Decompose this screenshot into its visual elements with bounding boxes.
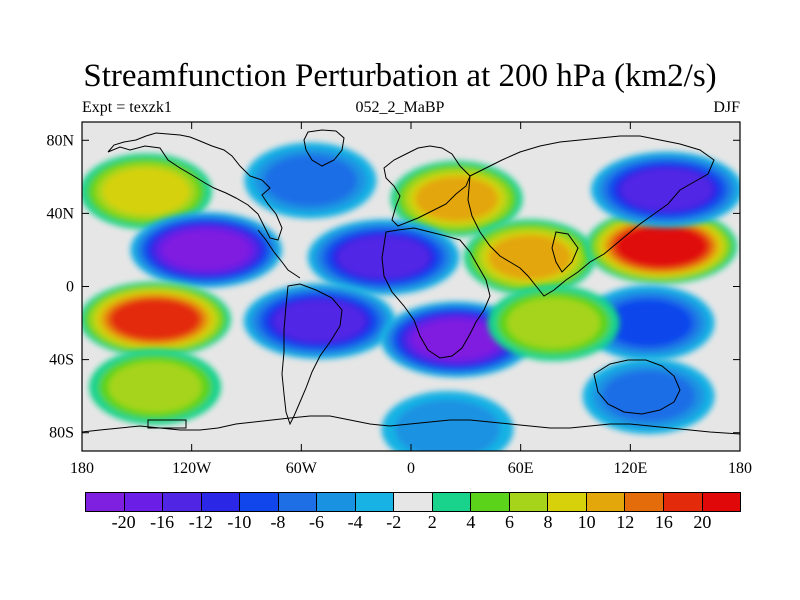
- contour-feature-io-neg: [582, 285, 715, 362]
- contour-band: [621, 168, 713, 211]
- colorbar-level-label: -12: [188, 512, 213, 532]
- contour-band: [412, 319, 501, 360]
- coastline-antarctica: [82, 415, 740, 435]
- colorbar-level-label: -16: [150, 512, 175, 532]
- coastline-africa: [381, 227, 491, 359]
- contour-feature-natl-neg: [244, 142, 377, 219]
- colorbar-level-label: 16: [654, 512, 673, 532]
- y-tick-label: 40S: [49, 352, 74, 369]
- contour-band: [110, 299, 200, 340]
- x-tick-label: 120E: [613, 460, 647, 477]
- colorbar-level-label: -4: [347, 512, 363, 532]
- coastline-europe: [383, 145, 471, 227]
- contour-band: [506, 297, 601, 349]
- contour-band: [602, 370, 696, 422]
- colorbar-swatch: [548, 493, 587, 511]
- contour-fill-layer: [82, 142, 740, 451]
- colorbar-level-label: -2: [386, 512, 402, 532]
- contour-band: [108, 361, 202, 413]
- x-tick-label: 60W: [286, 460, 318, 477]
- axis-ticks: [81, 122, 741, 451]
- colorbar: [85, 492, 741, 512]
- coastline-australia: [593, 359, 681, 415]
- chart-title: Streamfunction Perturbation at 200 hPa (…: [83, 58, 717, 94]
- contour-band: [263, 155, 358, 206]
- colorbar-swatch: [702, 493, 741, 511]
- contour-band: [162, 230, 250, 270]
- colorbar-level-label: 6: [504, 512, 514, 532]
- colorbar-level-label: -10: [227, 512, 252, 532]
- contour-feature-afr-pos: [463, 219, 596, 296]
- axis-tick-labels: 180 120W 60W 0 60E 120E 180 80N 40N 0 40S 80S: [46, 132, 752, 477]
- y-tick-label: 80N: [46, 132, 74, 149]
- colorbar-swatch: [663, 493, 703, 511]
- colorbar-labels: -20 -16 -12 -10 -8 -6 -4 -2 2 4 6 8 10 12 16 20: [85, 512, 741, 542]
- coastline-north-america: [107, 132, 283, 241]
- x-tick-label: 180: [728, 460, 752, 477]
- contour-feature-so-neg: [582, 358, 715, 435]
- contour-band: [273, 300, 366, 343]
- colorbar-level-label: 2: [427, 512, 437, 532]
- colorbar-level-label: -20: [111, 512, 136, 532]
- colorbar-swatch: [86, 493, 125, 511]
- colorbar-swatch: [586, 493, 626, 511]
- colorbar-level-label: -6: [309, 512, 325, 532]
- contour-feature-sam-neg: [243, 283, 396, 360]
- x-tick-label: 180: [70, 460, 94, 477]
- x-tick-label: 120W: [172, 460, 212, 477]
- contour-band: [488, 235, 572, 280]
- contour-band: [415, 176, 498, 221]
- season-label: DJF: [713, 99, 740, 116]
- colorbar-swatch: [355, 493, 395, 511]
- y-tick-label: 40N: [46, 205, 74, 222]
- colorbar-swatch: [432, 493, 472, 511]
- contour-feature-ant-neg: [381, 391, 514, 451]
- case-label: 052_2_MaBP: [355, 99, 445, 116]
- colorbar-swatch: [240, 493, 279, 511]
- contour-feature-asia-pos: [585, 208, 738, 285]
- colorbar-level-label: 12: [616, 512, 635, 532]
- contour-feature-eur-neg: [307, 219, 460, 296]
- experiment-label: Expt = texzk1: [82, 99, 172, 116]
- y-tick-label: 0: [66, 279, 74, 296]
- colorbar-swatch: [163, 493, 202, 511]
- coastline-greenland: [303, 129, 345, 167]
- colorbar-swatch: [625, 493, 664, 511]
- colorbar-level-label: 20: [693, 512, 712, 532]
- contour-band: [617, 226, 706, 267]
- contour-feature-spac-south-pos: [89, 349, 222, 426]
- contour-band: [102, 168, 190, 215]
- contour-band: [605, 299, 692, 347]
- coastline-central-america: [257, 229, 301, 279]
- contour-feature-npw-neg: [591, 151, 740, 228]
- colorbar-level-label: 4: [466, 512, 476, 532]
- coastline-india: [551, 231, 579, 273]
- colorbar-swatch: [317, 493, 356, 511]
- y-tick-label: 80S: [49, 425, 74, 442]
- contour-feature-npac-west-pos: [82, 153, 212, 230]
- contour-feature-npac-neg: [130, 211, 283, 288]
- colorbar-swatch: [471, 493, 510, 511]
- coastline-south-america: [281, 283, 343, 426]
- x-tick-label: 0: [407, 460, 415, 477]
- contour-feature-spac-pos: [82, 281, 231, 358]
- colorbar-swatch: [394, 493, 433, 511]
- colorbar-swatch: [278, 493, 318, 511]
- continent-outlines: [82, 129, 740, 435]
- x-tick-label: 60E: [508, 460, 534, 477]
- contour-band: [395, 399, 500, 451]
- colorbar-level-label: 8: [543, 512, 553, 532]
- colorbar-level-label: 10: [577, 512, 596, 532]
- colorbar-level-label: -8: [270, 512, 286, 532]
- colorbar-swatch: [509, 493, 549, 511]
- colorbar-swatch: [124, 493, 164, 511]
- contour-feature-sio-pos: [487, 285, 620, 362]
- coastline-asia: [467, 135, 715, 297]
- contour-band: [337, 236, 430, 279]
- colorbar-swatch: [201, 493, 241, 511]
- contour-feature-natl-pos: [390, 160, 523, 237]
